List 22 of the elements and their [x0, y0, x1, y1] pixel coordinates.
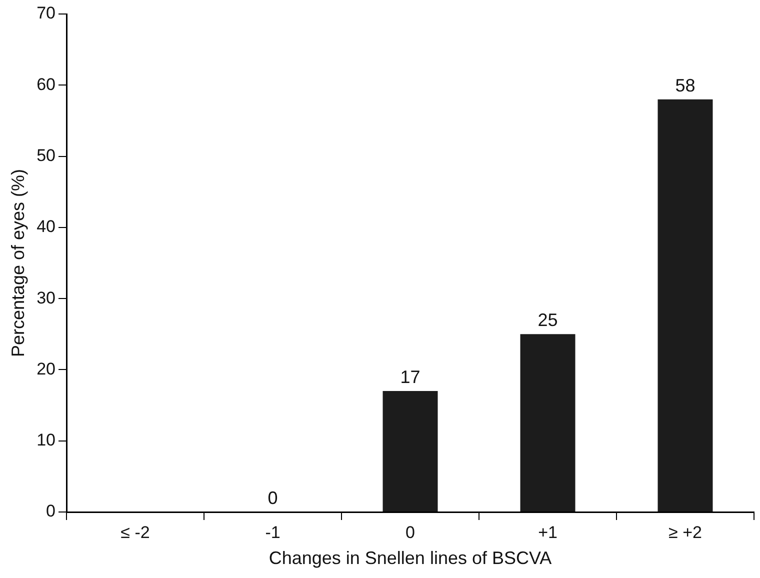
y-tick-label: 0 — [46, 502, 56, 521]
x-axis-title: Changes in Snellen lines of BSCVA — [268, 548, 552, 568]
data-label: 0 — [268, 488, 278, 508]
x-tick-label: ≥ +2 — [668, 522, 702, 542]
y-tick-label: 60 — [36, 74, 56, 94]
x-tick-label: ≤ -2 — [120, 522, 150, 542]
bar — [658, 99, 713, 512]
y-tick-label: 50 — [36, 146, 56, 165]
x-tick-label: +1 — [538, 522, 558, 542]
data-label: 17 — [400, 367, 420, 388]
bar — [520, 334, 576, 512]
bar — [382, 391, 438, 512]
x-tick-label: -1 — [265, 522, 280, 542]
data-label: 58 — [675, 75, 696, 96]
y-axis-title: Percentage of eyes (%) — [8, 168, 28, 358]
data-label: 25 — [538, 310, 558, 330]
x-tick-label: 0 — [406, 522, 415, 542]
y-tick-label: 20 — [36, 359, 56, 378]
y-tick-label: 70 — [36, 4, 56, 23]
y-tick-label: 10 — [36, 430, 56, 450]
y-tick-label: 40 — [36, 217, 56, 236]
y-tick-label: 30 — [36, 288, 56, 308]
